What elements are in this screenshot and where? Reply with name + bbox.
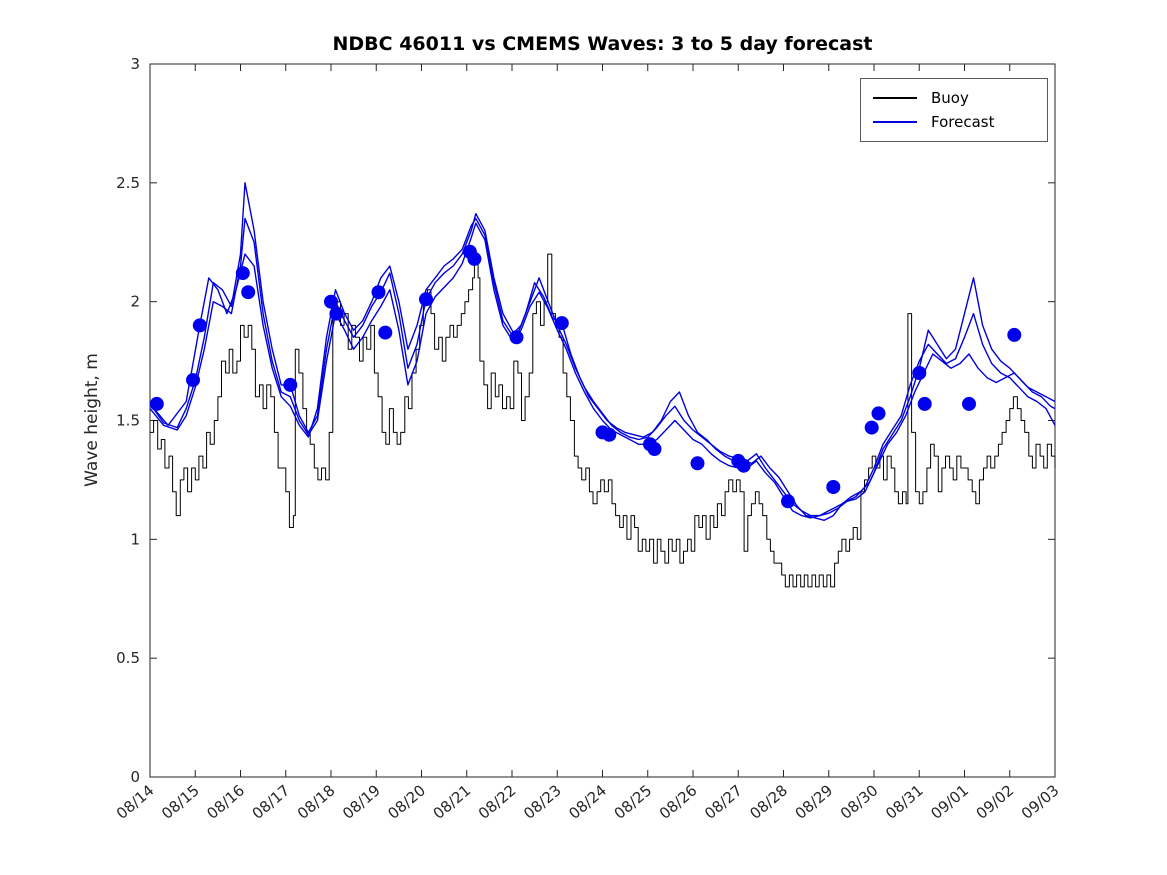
x-tick-label: 08/15	[158, 781, 203, 823]
x-tick-label: 08/19	[339, 781, 384, 823]
y-tick-label: 0	[130, 768, 140, 786]
legend-entry-forecast: Forecast	[861, 110, 1047, 134]
forecast-markers-marker	[467, 251, 482, 266]
x-tick-label: 08/23	[520, 781, 565, 823]
forecast-markers-marker	[329, 306, 344, 321]
forecast-line-swatch	[873, 121, 917, 123]
x-tick-label: 09/03	[1018, 781, 1063, 823]
legend: Buoy Forecast	[860, 78, 1048, 142]
y-tick-label: 2.5	[116, 174, 140, 192]
forecast-markers-marker	[186, 373, 200, 388]
forecast-markers-marker	[736, 458, 751, 473]
forecast-markers-marker	[602, 427, 617, 442]
legend-label-forecast: Forecast	[931, 113, 995, 131]
forecast-markers-marker	[647, 442, 662, 456]
forecast-3-line	[149, 217, 1056, 517]
buoy-line-swatch	[873, 97, 917, 99]
x-tick-label: 08/26	[656, 781, 701, 823]
forecast-markers-marker	[690, 456, 705, 471]
x-tick-label: 08/17	[249, 781, 294, 823]
forecast-markers-marker	[962, 396, 976, 411]
y-tick-label: 1	[130, 530, 140, 548]
forecast-markers-marker	[378, 325, 393, 340]
forecast-markers-marker	[871, 406, 886, 421]
forecast-markers-marker	[324, 294, 338, 309]
forecast-markers-marker	[149, 396, 164, 411]
forecast-markers-marker	[283, 377, 298, 392]
chart-title: NDBC 46011 vs CMEMS Waves: 3 to 5 day fo…	[332, 33, 873, 55]
forecast-markers-marker	[917, 396, 932, 411]
x-tick-label: 08/24	[565, 781, 610, 823]
y-tick-label: 3	[130, 55, 140, 73]
y-axis-label: Wave height, m	[82, 353, 102, 487]
forecast-markers-marker	[864, 420, 879, 435]
forecast-markers-marker	[1007, 327, 1022, 342]
x-tick-label: 09/01	[927, 781, 972, 823]
forecast-markers-marker	[241, 285, 256, 300]
y-tick-label: 1.5	[116, 412, 140, 430]
forecast-markers-marker	[192, 318, 207, 333]
x-tick-label: 08/22	[475, 781, 520, 823]
x-tick-label: 08/25	[611, 781, 656, 823]
x-tick-label: 08/21	[430, 781, 475, 823]
x-tick-label: 08/14	[113, 781, 158, 823]
forecast-markers-marker	[912, 366, 927, 380]
legend-label-buoy: Buoy	[931, 89, 969, 107]
forecast-markers-marker	[235, 266, 250, 281]
x-tick-label: 08/28	[746, 781, 791, 823]
x-tick-label: 08/31	[882, 781, 927, 823]
y-tick-label: 0.5	[116, 649, 140, 667]
x-tick-label: 08/20	[384, 781, 429, 823]
forecast-markers-marker	[371, 285, 386, 300]
x-tick-label: 08/18	[294, 781, 339, 823]
forecast-markers-marker	[554, 316, 569, 331]
legend-entry-buoy: Buoy	[861, 86, 1047, 110]
x-tick-label: 08/30	[837, 781, 882, 823]
forecast-markers-marker	[509, 330, 524, 345]
forecast-markers-marker	[419, 292, 433, 307]
x-tick-label: 08/27	[701, 781, 746, 823]
x-tick-label: 09/02	[973, 781, 1018, 823]
forecast-markers-marker	[826, 480, 841, 494]
x-tick-label: 08/29	[792, 781, 837, 823]
forecast-markers-marker	[781, 494, 795, 509]
y-tick-label: 2	[130, 293, 140, 311]
x-tick-label: 08/16	[203, 781, 248, 823]
forecast-2-line	[149, 217, 1056, 519]
buoy-line	[150, 253, 1056, 588]
